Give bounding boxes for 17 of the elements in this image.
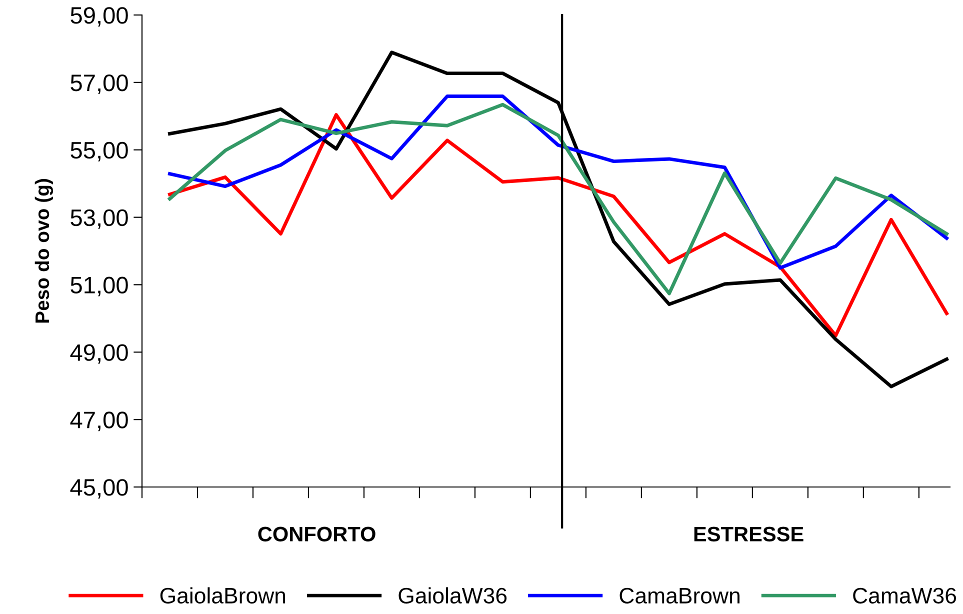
y-tick-label: 51,00 — [70, 276, 128, 296]
legend-label: CamaW36 — [853, 588, 956, 604]
y-tick-label: 55,00 — [70, 142, 128, 162]
y-axis-title: Peso do ovo (g) — [34, 179, 54, 323]
y-tick-label: 47,00 — [70, 412, 128, 432]
y-tick-label: 59,00 — [70, 7, 128, 27]
y-tick-label: 53,00 — [70, 209, 128, 229]
text: CONFORTO — [258, 526, 376, 542]
legend-label: GaiolaW36 — [398, 587, 507, 604]
legend-label: CamaBrown — [620, 588, 740, 604]
y-tick-label: 57,00 — [70, 74, 128, 94]
text: ESTRESSE — [694, 526, 804, 542]
y-tick-label: 49,00 — [70, 344, 128, 364]
line-series — [168, 102, 948, 296]
line-series — [168, 113, 948, 338]
y-tick-label: 45,00 — [70, 479, 128, 499]
legend-label: GaiolaBrown — [160, 587, 286, 604]
